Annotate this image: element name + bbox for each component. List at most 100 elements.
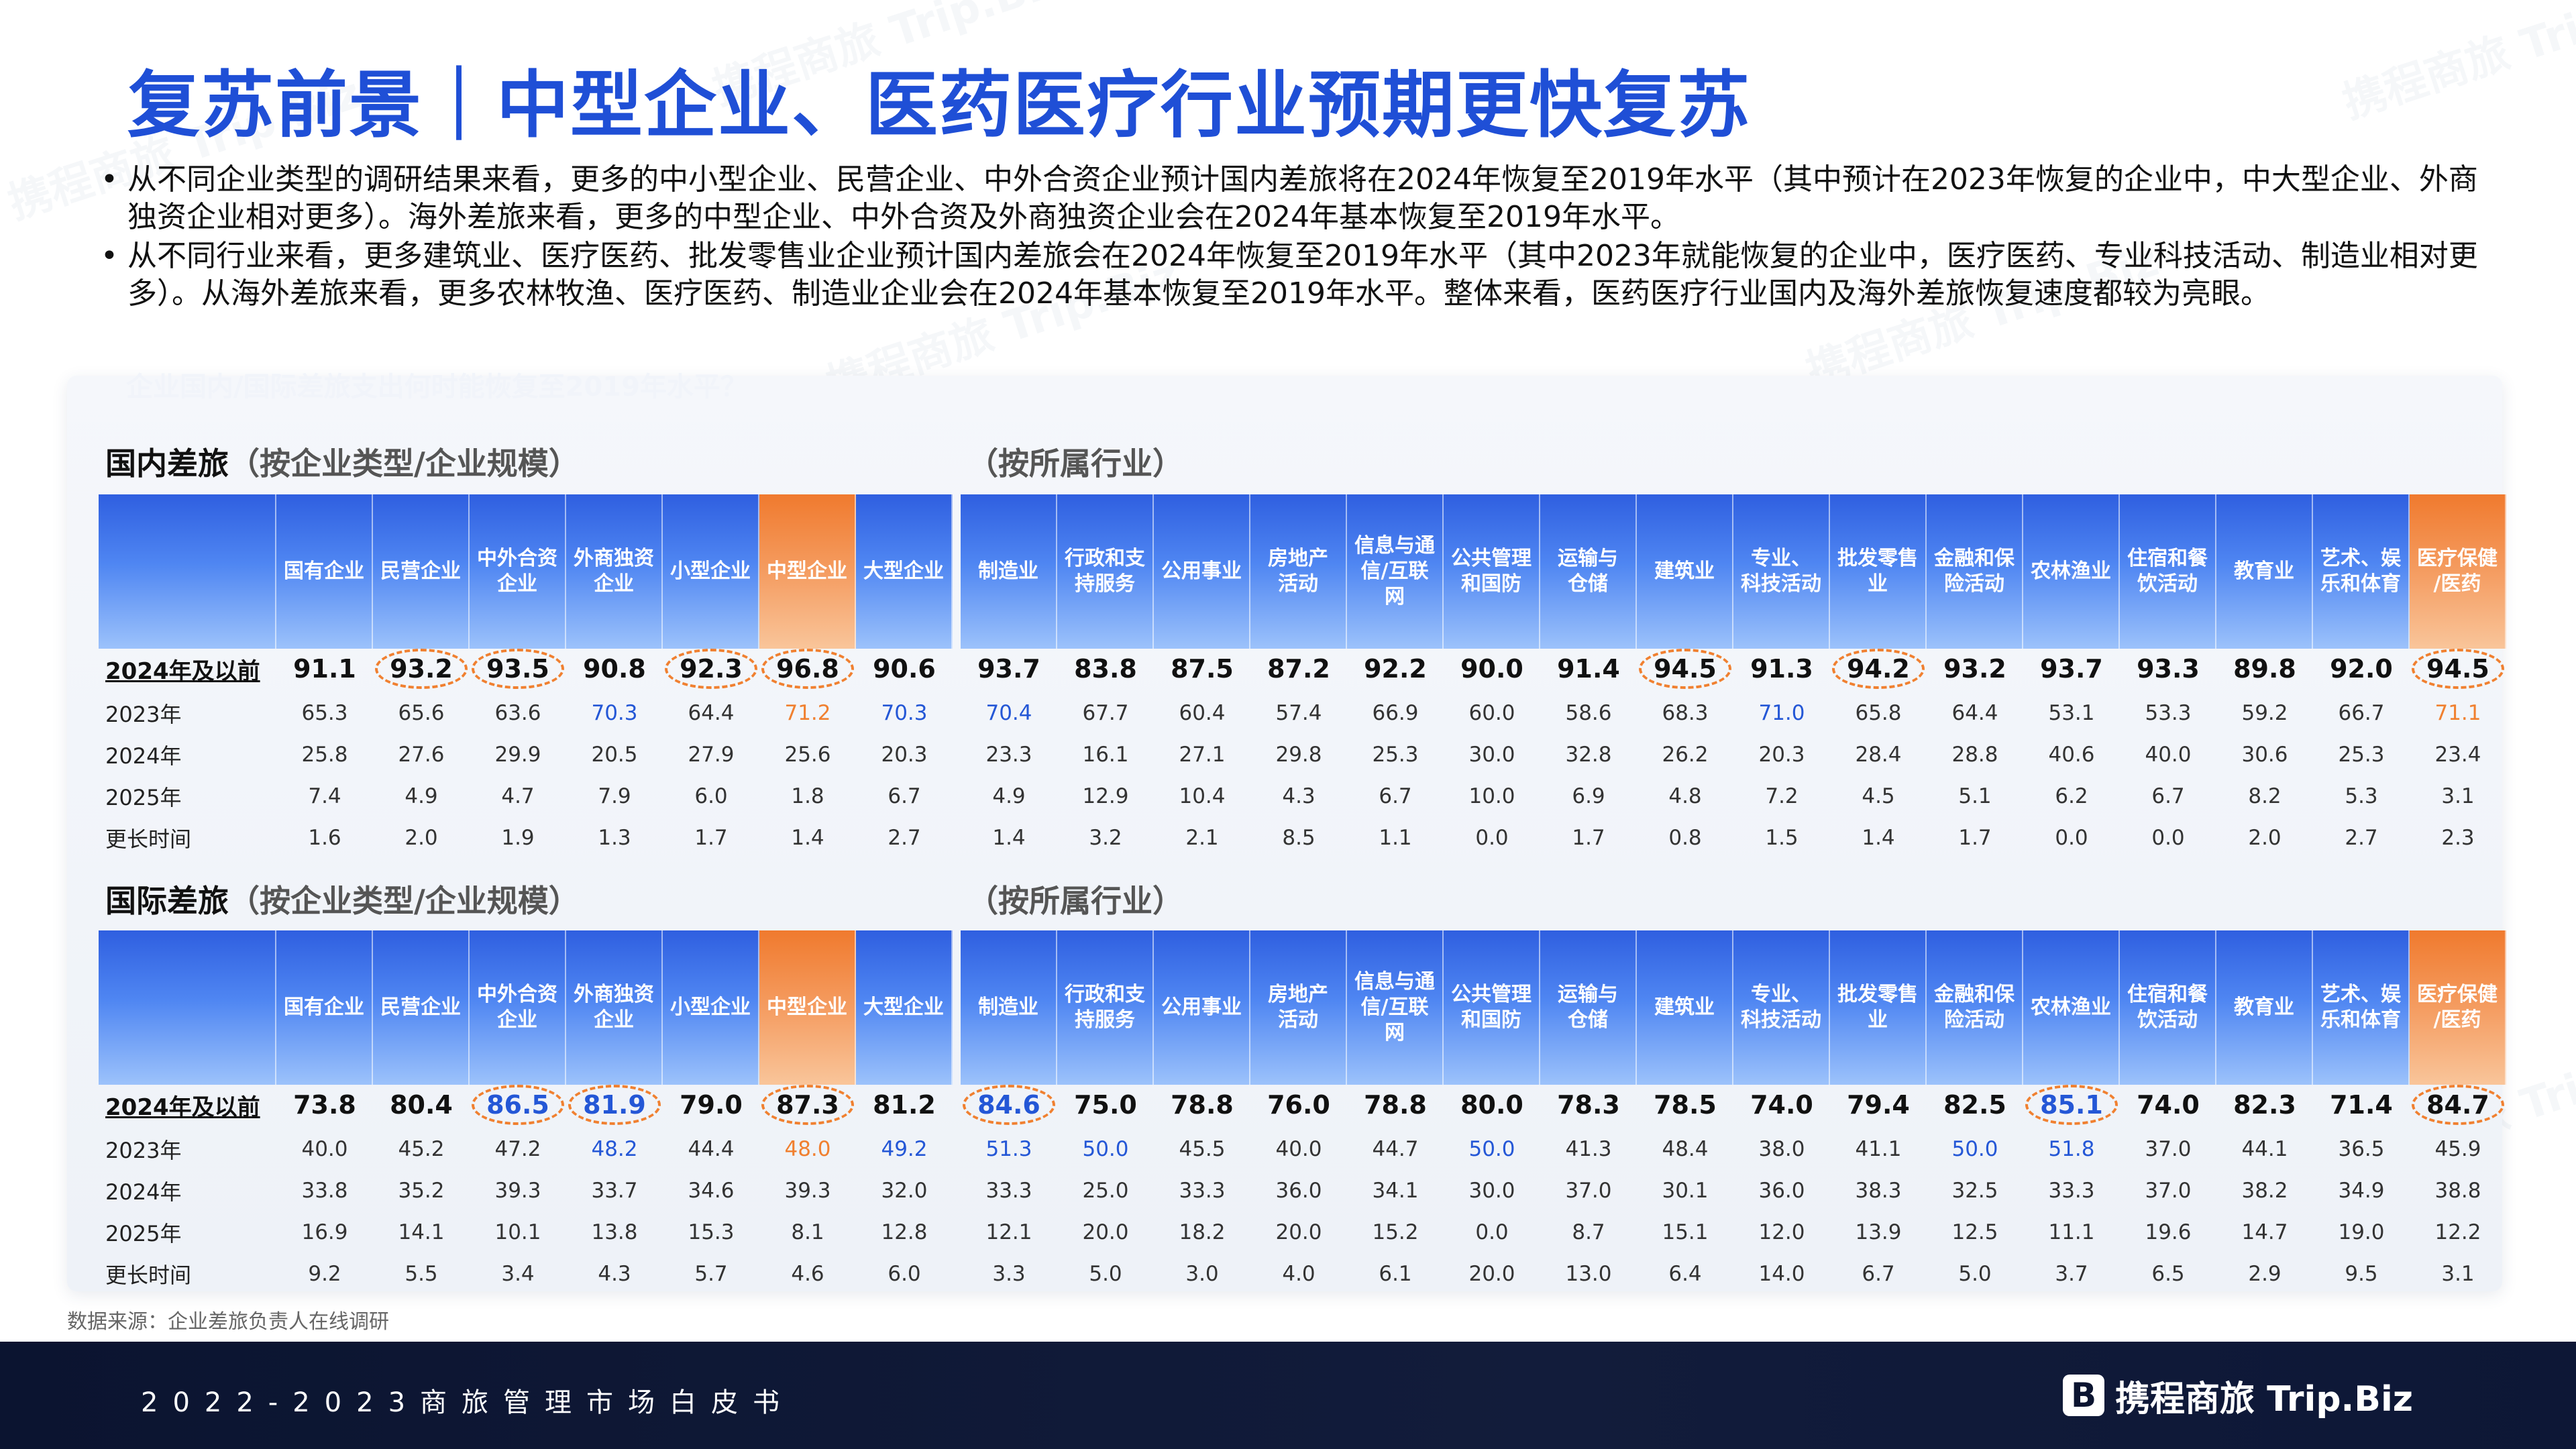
table-cell: 41.3: [1540, 1137, 1637, 1161]
cell-value: 66.9: [1372, 701, 1419, 725]
cell-value: 5.7: [694, 1262, 728, 1286]
cell-value: 36.0: [1758, 1179, 1805, 1203]
domestic-column-header: 金融和保 险活动: [1927, 494, 2023, 649]
table-cell: 94.5: [1637, 649, 1733, 689]
table-cell: 78.8: [1347, 1090, 1444, 1120]
cell-value: 91.3: [1750, 654, 1813, 684]
international-header-corner: [99, 930, 276, 1085]
cell-value: 39.3: [494, 1179, 541, 1203]
cell-value: 14.7: [2241, 1220, 2288, 1244]
cell-value: 48.2: [591, 1137, 638, 1161]
table-cell: 91.4: [1540, 654, 1637, 684]
cell-value: 6.4: [1668, 1262, 1702, 1286]
column-header-line: 科技活动: [1741, 572, 1821, 596]
table-cell: 76.0: [1250, 1090, 1347, 1120]
table-cell: 59.2: [2216, 701, 2313, 725]
table-cell: 45.5: [1154, 1137, 1250, 1161]
row-label: 更长时间: [105, 1263, 192, 1288]
table-cell: 14.7: [2216, 1220, 2313, 1244]
table-cell: 33.7: [566, 1179, 663, 1203]
international-column-header: 中外合资 企业: [470, 930, 566, 1085]
cell-value: 51.8: [2048, 1137, 2095, 1161]
table-cell: 12.1: [961, 1220, 1057, 1244]
cell-value: 57.4: [1275, 701, 1322, 725]
cell-value: 93.3: [2137, 654, 2200, 684]
table-cell: 32.5: [1927, 1179, 2023, 1203]
table-cell: 33.3: [2023, 1179, 2120, 1203]
table-cell: 1.5: [1733, 826, 1830, 850]
table-cell: 23.4: [2410, 743, 2506, 767]
cell-value: 33.7: [591, 1179, 638, 1203]
international-column-header: 批发零售业: [1830, 930, 1927, 1085]
table-cell: 3.1: [2410, 784, 2506, 808]
column-header-line: 信/互联: [1360, 559, 1429, 583]
column-header-line: 专业、: [1751, 983, 1811, 1006]
table-cell: 6.4: [1637, 1262, 1733, 1286]
cell-value: 40.6: [2048, 743, 2095, 767]
circled-cell-value: 93.5: [472, 649, 564, 689]
column-header-line: 网: [1385, 1021, 1405, 1044]
cell-value: 1.4: [791, 826, 824, 850]
cell-value: 27.6: [398, 743, 445, 767]
cell-value: 4.5: [1862, 784, 1895, 808]
cell-value: 45.2: [398, 1137, 445, 1161]
table-cell: 3.3: [961, 1262, 1057, 1286]
table-cell: 58.6: [1540, 701, 1637, 725]
table-cell: 25.3: [2313, 743, 2410, 767]
cell-value: 33.8: [301, 1179, 348, 1203]
cell-value: 1.4: [1862, 826, 1895, 850]
table-cell: 1.4: [1830, 826, 1927, 850]
international-column-header: 中型企业: [759, 930, 856, 1085]
table-cell: 39.3: [759, 1179, 856, 1203]
table-cell: 63.6: [470, 701, 566, 725]
table-cell: 64.4: [663, 701, 759, 725]
column-header-line: 企业: [594, 572, 634, 596]
table-cell: 48.0: [759, 1137, 856, 1161]
row-label: 2024年: [105, 1179, 182, 1205]
table-cell: 1.7: [1927, 826, 2023, 850]
column-header-line: 中型企业: [767, 996, 847, 1019]
international-column-header: 公用事业: [1154, 930, 1250, 1085]
column-header-line: 房地产: [1268, 983, 1328, 1006]
table-cell: 83.8: [1057, 654, 1154, 684]
cell-value: 87.5: [1171, 654, 1234, 684]
table-cell: 16.1: [1057, 743, 1154, 767]
cell-value: 18.2: [1179, 1220, 1226, 1244]
table-cell: 5.1: [1927, 784, 2023, 808]
section-subtitle: （按企业类型/企业规模）: [229, 883, 580, 919]
column-header-line: 行政和支: [1065, 547, 1145, 570]
column-header-line: 外商独资: [574, 983, 654, 1006]
table-cell: 65.3: [276, 701, 373, 725]
table-cell: 34.9: [2313, 1179, 2410, 1203]
column-header-line: 住宿和餐: [2127, 983, 2208, 1006]
cell-value: 93.7: [2040, 654, 2103, 684]
international-column-header: 教育业: [2216, 930, 2313, 1085]
cell-value: 15.3: [688, 1220, 735, 1244]
international-column-header: 制造业: [961, 930, 1057, 1085]
column-header-line: 业: [1868, 1008, 1888, 1032]
domestic-column-header: 信息与通 信/互联网: [1347, 494, 1444, 649]
table-cell: 19.0: [2313, 1220, 2410, 1244]
cell-value: 44.1: [2241, 1137, 2288, 1161]
cell-value: 33.3: [2048, 1179, 2095, 1203]
table-cell: 91.3: [1733, 654, 1830, 684]
cell-value: 20.5: [591, 743, 638, 767]
table-cell: 25.0: [1057, 1179, 1154, 1203]
table-cell: 82.3: [2216, 1090, 2313, 1120]
cell-value: 7.4: [308, 784, 341, 808]
column-header-line: 持服务: [1075, 572, 1135, 596]
table-cell: 37.0: [2120, 1179, 2216, 1203]
cell-value: 6.2: [2055, 784, 2088, 808]
table-cell: 47.2: [470, 1137, 566, 1161]
cell-value: 60.4: [1179, 701, 1226, 725]
row-label: 2024年: [105, 743, 182, 769]
column-header-line: 外商独资: [574, 547, 654, 570]
table-cell: 1.9: [470, 826, 566, 850]
table-cell: 73.8: [276, 1090, 373, 1120]
cell-value: 4.9: [405, 784, 438, 808]
international-table-row: 2025年 16.9 14.1 10.1 13.8 15.3 8.1 12.8 12.1 20.0…: [99, 1212, 2506, 1253]
table-cell: 60.4: [1154, 701, 1250, 725]
domestic-header-corner: [99, 494, 276, 649]
table-cell: 71.0: [1733, 701, 1830, 725]
cell-value: 6.0: [888, 1262, 921, 1286]
